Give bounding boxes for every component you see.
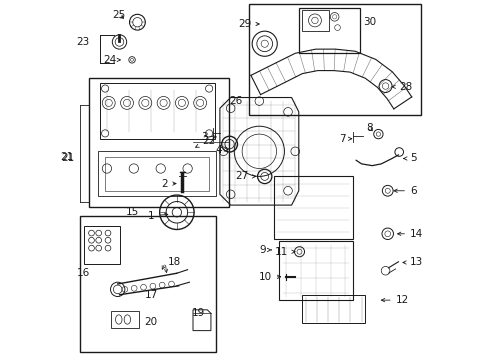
Text: 20: 20 bbox=[145, 317, 158, 327]
Text: 5: 5 bbox=[404, 153, 416, 163]
Text: 11: 11 bbox=[275, 247, 295, 257]
Text: 4: 4 bbox=[215, 144, 228, 154]
Text: 26: 26 bbox=[229, 96, 242, 106]
Text: 18: 18 bbox=[168, 257, 181, 267]
Bar bbox=[302, 295, 365, 323]
Text: 21: 21 bbox=[61, 153, 74, 163]
Text: 30: 30 bbox=[364, 17, 376, 27]
Text: 14: 14 bbox=[397, 229, 423, 239]
Bar bbox=[111, 311, 139, 328]
Bar bbox=[279, 241, 353, 300]
Text: 15: 15 bbox=[125, 207, 139, 217]
Text: 10: 10 bbox=[259, 272, 281, 282]
Text: 9: 9 bbox=[259, 245, 271, 255]
Bar bbox=[89, 78, 229, 207]
Text: 16: 16 bbox=[77, 268, 90, 278]
Bar bbox=[105, 157, 209, 191]
Text: 3: 3 bbox=[201, 132, 216, 142]
Bar bbox=[299, 8, 360, 53]
Text: 21: 21 bbox=[60, 152, 74, 162]
Text: 23: 23 bbox=[76, 37, 89, 47]
Text: 22: 22 bbox=[196, 136, 215, 147]
Text: 6: 6 bbox=[394, 186, 416, 196]
Bar bbox=[98, 151, 216, 196]
Text: 24: 24 bbox=[103, 55, 121, 65]
Bar bbox=[248, 4, 421, 116]
Text: 7: 7 bbox=[339, 134, 352, 144]
Text: 1: 1 bbox=[148, 211, 168, 221]
Text: 29: 29 bbox=[238, 19, 259, 29]
Bar bbox=[274, 176, 353, 239]
Text: 25: 25 bbox=[112, 10, 125, 20]
Text: 17: 17 bbox=[145, 290, 158, 300]
Text: 12: 12 bbox=[381, 295, 409, 305]
Bar bbox=[302, 10, 329, 31]
Text: 2: 2 bbox=[161, 179, 176, 189]
Bar bbox=[84, 226, 120, 264]
Text: 19: 19 bbox=[192, 308, 205, 318]
Text: 13: 13 bbox=[403, 257, 423, 267]
Bar bbox=[80, 216, 216, 352]
Text: 28: 28 bbox=[392, 82, 413, 92]
Text: 27: 27 bbox=[235, 171, 256, 181]
Text: 8: 8 bbox=[366, 123, 373, 133]
